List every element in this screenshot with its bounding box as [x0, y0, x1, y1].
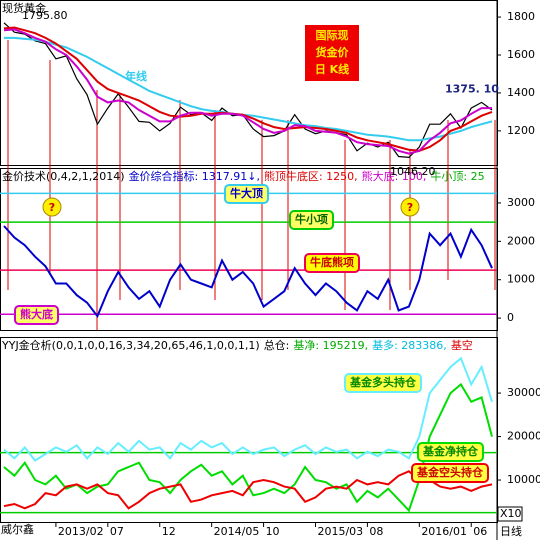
y-tick-label: 2000	[507, 234, 535, 247]
question-marker	[400, 197, 420, 217]
x-tick-label: 10	[266, 525, 280, 538]
y-tick-label: 20000	[507, 430, 540, 443]
y-tick-label: 1800	[507, 10, 535, 23]
title-box-text: 日 K线	[315, 62, 349, 76]
value-annotation: 1375. 10	[445, 83, 499, 96]
x-tick-label: 2015/03	[317, 525, 363, 538]
label-box-bg	[289, 210, 334, 230]
label-text: 基金空头持仓	[416, 465, 484, 479]
header-text: YYJ金仓析(0,0,1,0,0,16,3,34,20,65,46,1,0,0,…	[1, 338, 260, 352]
header-text: 基空	[451, 338, 473, 352]
label-box-bg	[224, 184, 269, 204]
label-box-bg	[344, 373, 422, 393]
series-line	[3, 28, 492, 155]
chart-title: 现货黄金	[2, 1, 46, 15]
series-line	[3, 225, 493, 319]
y-tick-label: 0	[507, 311, 514, 324]
y-tick-label: 10000	[507, 473, 540, 486]
label-text: 牛小项	[295, 212, 328, 226]
x-tick-label: 2013/02	[58, 525, 104, 538]
label-box: 基金净持仓	[417, 442, 484, 462]
header-text: 金价技术(0,4,2,1,2014)	[2, 169, 125, 183]
scale-box	[497, 506, 523, 522]
header-text: 基净: 195219,	[293, 338, 368, 352]
y-tick-label: 1600	[507, 48, 535, 61]
label-text: 熊大底	[20, 307, 53, 321]
y-tick-label: 30000	[507, 386, 540, 399]
footer-right: 日线	[500, 524, 522, 538]
series-line	[4, 36, 493, 142]
header-text: 基多: 283386,	[372, 338, 447, 352]
title-box	[305, 25, 359, 81]
label-box: 牛小项	[289, 210, 334, 230]
x-tick-label: 07	[110, 525, 124, 538]
label-box: 熊大底	[14, 305, 59, 325]
label-box: 牛底熊项	[304, 253, 360, 273]
label-text: 基金多头持仓	[349, 375, 417, 389]
label-text: 牛大顶	[230, 186, 263, 200]
label-box: 牛大顶	[224, 184, 269, 204]
header-text: 熊大底: 100,	[362, 169, 427, 183]
x-tick-label: 08	[369, 525, 383, 538]
x-tick-label: 2016/01	[421, 525, 467, 538]
footer-left: 威尔鑫	[1, 522, 34, 536]
title-box-text: 货金价	[315, 45, 350, 59]
header-text: 牛小顶: 25	[430, 169, 484, 183]
series-label: 年线	[125, 69, 147, 83]
marker-text: ?	[407, 201, 413, 214]
question-marker	[42, 197, 62, 217]
label-box: 基金空头持仓	[411, 463, 489, 483]
header-text: 总仓:	[264, 338, 290, 352]
header-text: 金价综合指标: 1317.91↓,	[129, 169, 260, 183]
y-tick-label: 1200	[507, 124, 535, 137]
value-annotation: 1795.80	[22, 9, 68, 22]
title-box-text: 国际现	[316, 28, 349, 42]
marker-text: ?	[49, 201, 55, 214]
y-tick-label: 1000	[507, 273, 535, 286]
y-tick-label: 1400	[507, 86, 535, 99]
header-text: 熊顶牛底区: 1250,	[264, 169, 358, 183]
series-line	[3, 356, 493, 462]
value-annotation: 1046.20	[390, 165, 436, 178]
label-box-bg	[304, 253, 360, 273]
series-line	[3, 22, 493, 159]
label-text: 基金净持仓	[422, 444, 479, 458]
footer-scale: X10	[500, 507, 522, 520]
label-box-bg	[14, 305, 59, 325]
x-tick-label: 12	[162, 525, 176, 538]
series-line	[3, 470, 493, 510]
x-tick-label: 06	[473, 525, 487, 538]
label-box-bg	[417, 442, 484, 462]
label-box-bg	[411, 463, 489, 483]
label-box: 基金多头持仓	[344, 373, 422, 393]
series-line	[3, 382, 493, 513]
series-line	[3, 26, 493, 152]
y-tick-label: 3000	[507, 196, 535, 209]
x-tick-label: 2014/05	[214, 525, 260, 538]
label-text: 牛底熊项	[310, 255, 354, 269]
